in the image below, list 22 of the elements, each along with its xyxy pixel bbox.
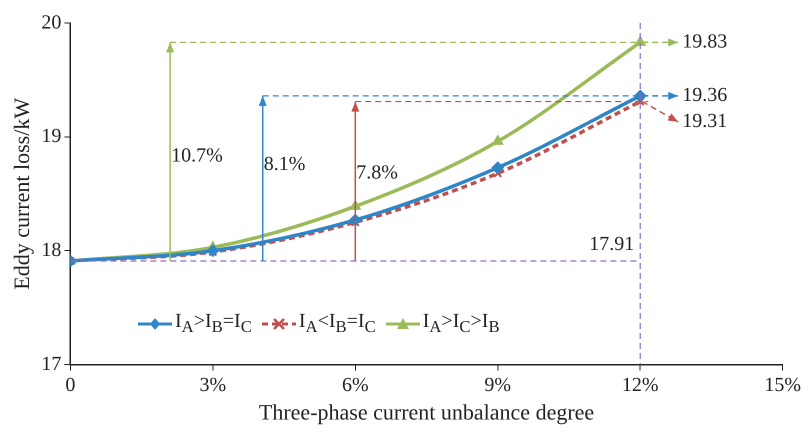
annotation: 7.8%: [356, 162, 398, 184]
legend-label: 19.31: [682, 110, 728, 132]
y-tick-label: 18: [41, 238, 62, 261]
y-tick-label: 20: [41, 11, 62, 34]
annotation: 10.7%: [171, 144, 223, 166]
legend-label: I$_{A}$>I$_{B}$=I$_{C}$: [175, 310, 252, 337]
ref-line-label: 19.83: [682, 30, 728, 53]
y-axis-title: Eddy current loss/kW: [8, 98, 34, 290]
ref-line-label: 17.91: [589, 233, 634, 256]
y-tick-label: 19: [41, 125, 62, 148]
x-tick-label: 0: [65, 374, 76, 396]
x-tick-label: 6%: [342, 374, 369, 396]
x-tick-label: 12%: [622, 374, 659, 396]
y-tick-label: 17: [41, 352, 62, 375]
x-axis-title: Three-phase current unbalance degree: [258, 400, 594, 425]
ref-line-label: 19.36: [682, 84, 728, 106]
x-tick-label: 9%: [484, 374, 512, 396]
legend-label: I$_{A}$>I$_{C}$>I$_{B}$: [422, 310, 500, 337]
legend-label: I$_{A}$<I$_{B}$=I$_{C}$: [298, 310, 376, 337]
annotation: 8.1%: [264, 153, 306, 176]
x-tick-label: 3%: [200, 374, 226, 396]
x-tick-label: 15%: [764, 374, 802, 396]
